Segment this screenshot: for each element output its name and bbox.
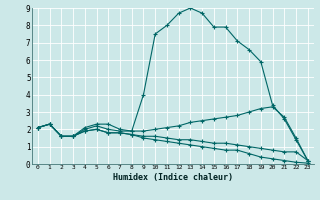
X-axis label: Humidex (Indice chaleur): Humidex (Indice chaleur)	[113, 173, 233, 182]
